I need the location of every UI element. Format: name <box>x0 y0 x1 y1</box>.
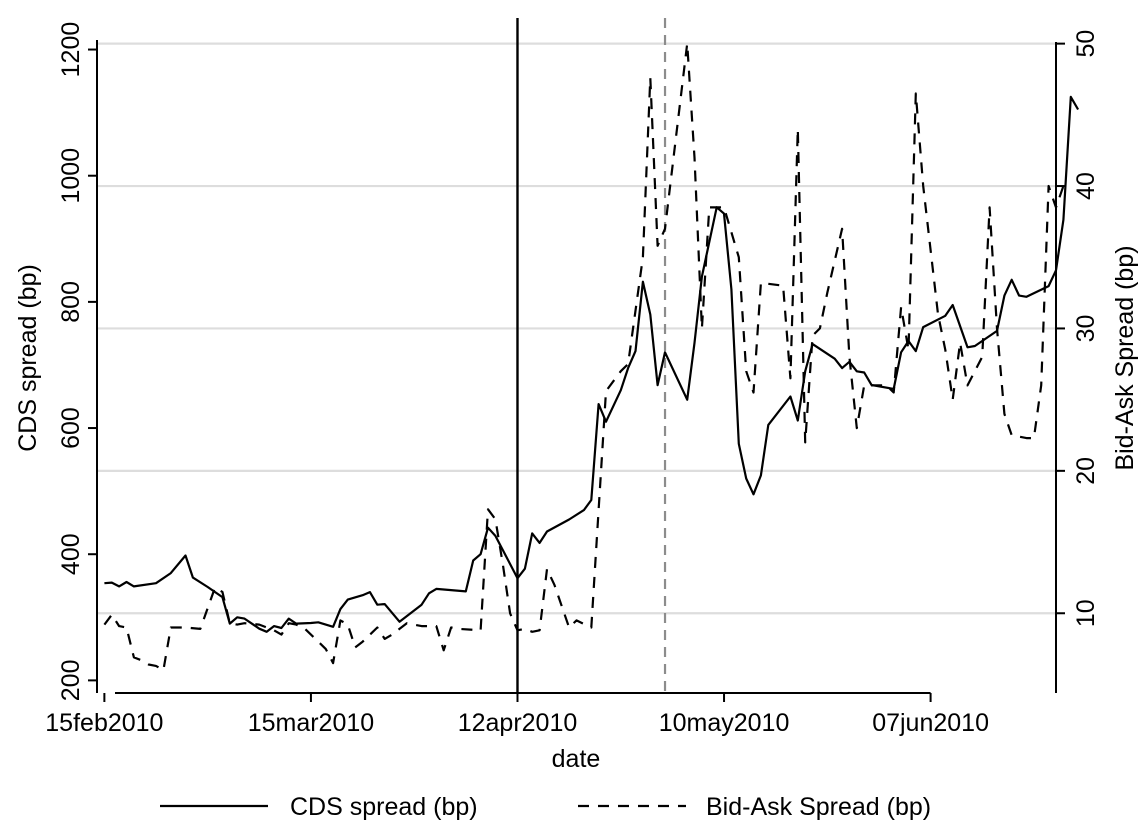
y-right-tick-label: 20 <box>1072 457 1100 485</box>
y-left-tick-label: 800 <box>57 281 85 323</box>
x-tick-label: 07jun2010 <box>872 709 989 737</box>
y-axis-left-title: CDS spread (bp) <box>14 264 42 452</box>
x-tick-label: 10may2010 <box>659 709 790 737</box>
series-layer <box>103 42 1080 672</box>
y-left-tick-label: 200 <box>57 660 85 702</box>
event-lines <box>516 18 667 693</box>
y-left-tick-label: 1200 <box>57 22 85 78</box>
x-tick-label: 12apr2010 <box>458 709 578 737</box>
legend: CDS spread (bp) Bid-Ask Spread (bp) <box>160 793 931 821</box>
y-right-tick-label: 50 <box>1072 30 1100 58</box>
ticks: 200 400 600 800 1000 1200 10 20 30 40 50 15feb2010 1… <box>45 22 1100 737</box>
x-tick-label: 15feb2010 <box>45 709 163 737</box>
x-axis-title: date <box>552 745 601 773</box>
axes <box>96 40 1057 694</box>
y-right-tick-label: 10 <box>1072 599 1100 627</box>
y-right-tick-label: 40 <box>1072 172 1100 200</box>
y-axis-right-title: Bid-Ask Spread (bp) <box>1111 245 1139 470</box>
legend-label-bidask: Bid-Ask Spread (bp) <box>706 793 931 821</box>
y-left-tick-label: 1000 <box>57 148 85 204</box>
y-left-tick-label: 400 <box>57 533 85 575</box>
x-tick-label: 15mar2010 <box>248 709 374 737</box>
y-left-tick-label: 600 <box>57 407 85 449</box>
series-line-bidask <box>103 42 1065 672</box>
y-right-tick-label: 30 <box>1072 315 1100 343</box>
gridlines <box>97 42 1060 615</box>
legend-label-cds: CDS spread (bp) <box>290 793 478 821</box>
